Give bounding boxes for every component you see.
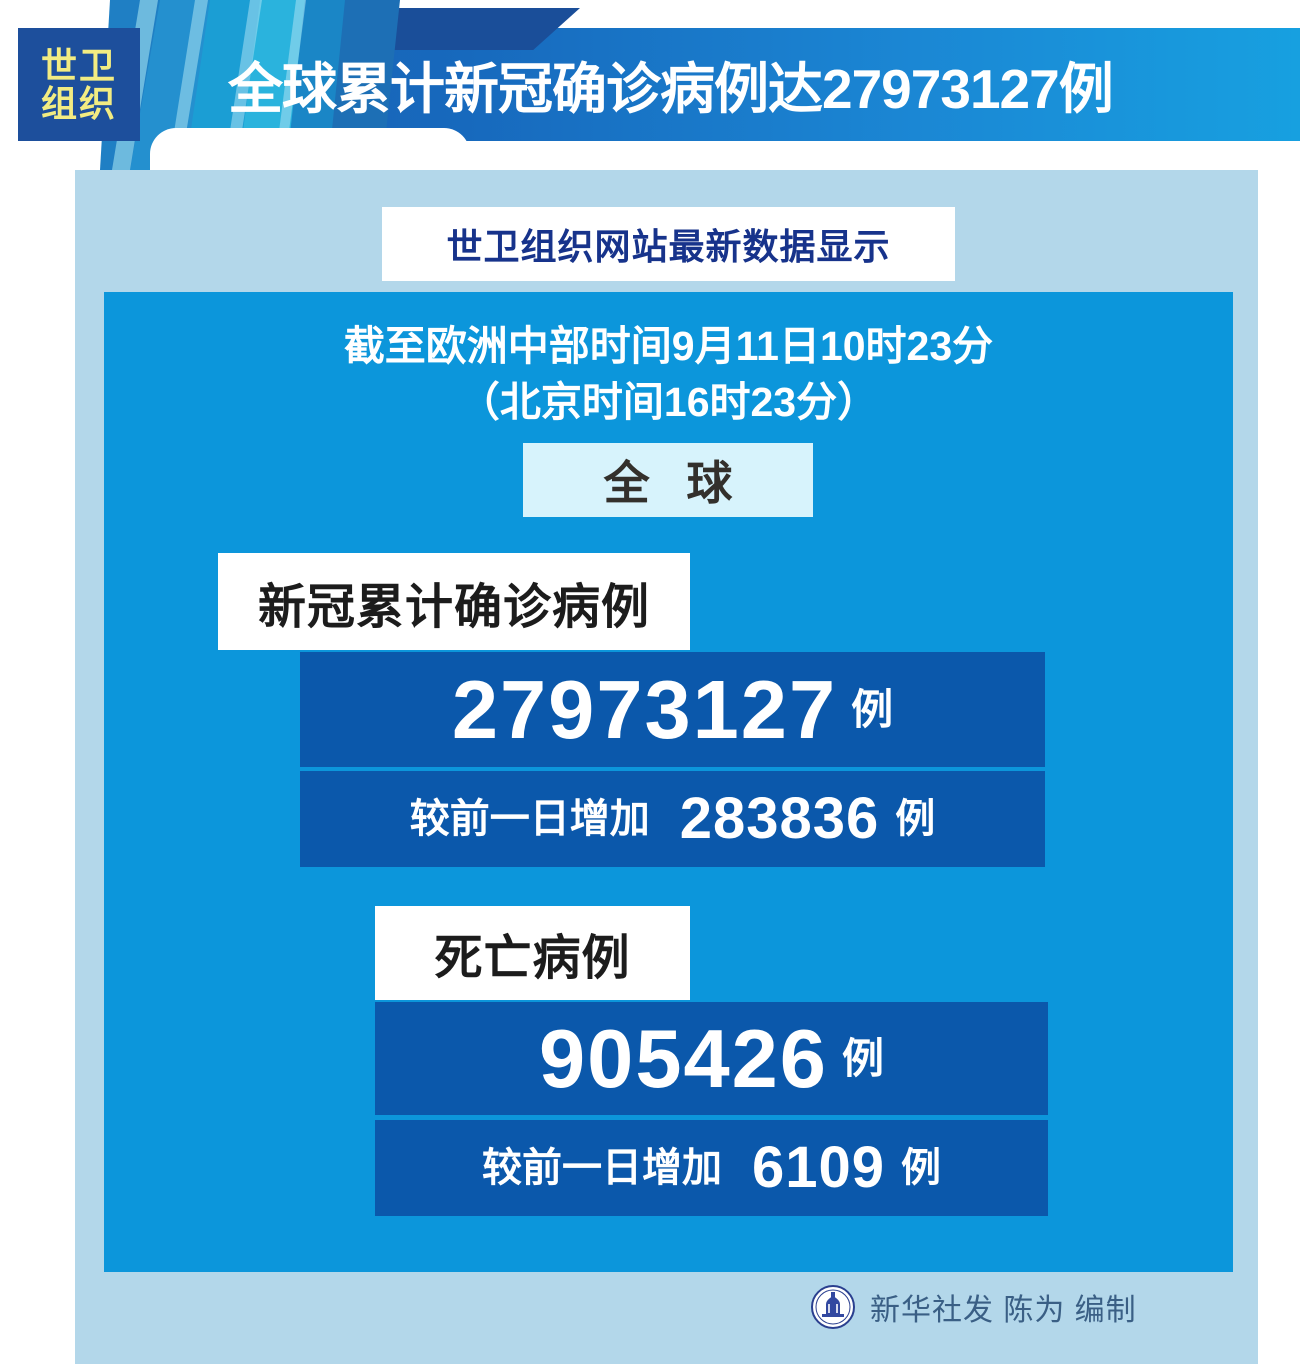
confirmed-cases-label: 新冠累计确诊病例 bbox=[218, 553, 690, 650]
confirmed-cases-total-unit: 例 bbox=[851, 685, 894, 733]
scope-badge: 全 球 bbox=[523, 443, 813, 517]
deaths-total-value: 905426 bbox=[539, 1012, 828, 1105]
confirmed-cases-total-value: 27973127 bbox=[451, 663, 838, 756]
deaths-total-box: 905426 例 bbox=[375, 1002, 1048, 1115]
source-label-text: 世卫组织网站最新数据显示 bbox=[446, 226, 891, 267]
scope-badge-text: 全 球 bbox=[603, 457, 745, 509]
deaths-label-text: 死亡病例 bbox=[434, 932, 631, 985]
confirmed-cases-label-text: 新冠累计确诊病例 bbox=[257, 580, 650, 634]
source-label-box: 世卫组织网站最新数据显示 bbox=[382, 207, 955, 281]
who-logo-badge: 世卫 组织 bbox=[18, 28, 140, 141]
deaths-label: 死亡病例 bbox=[375, 906, 690, 1000]
header-banner: 世卫 组织 全球累计新冠确诊病例达27973127例 bbox=[0, 0, 1300, 170]
page-title: 全球累计新冠确诊病例达27973127例 bbox=[228, 58, 1114, 120]
footer-credit-text: 新华社发 陈为 编制 bbox=[870, 1294, 1137, 1327]
xinhua-logo-icon bbox=[810, 1284, 856, 1330]
confirmed-cases-delta-prefix: 较前一日增加 bbox=[409, 797, 650, 841]
footer-credit: 新华社发 陈为 编制 bbox=[810, 1283, 1137, 1331]
timestamp-block: 截至欧洲中部时间9月11日10时23分 （北京时间16时23分） bbox=[104, 318, 1233, 430]
deaths-delta-value: 6109 bbox=[751, 1135, 886, 1200]
timestamp-line-2: （北京时间16时23分） bbox=[458, 379, 879, 425]
timestamp-line-1: 截至欧洲中部时间9月11日10时23分 bbox=[343, 323, 994, 369]
deaths-delta-unit: 例 bbox=[901, 1146, 942, 1190]
who-badge-line2: 组织 bbox=[40, 82, 117, 124]
confirmed-cases-delta-value: 283836 bbox=[679, 786, 880, 851]
deaths-delta-box: 较前一日增加 6109 例 bbox=[375, 1120, 1048, 1216]
who-badge-line1: 世卫 bbox=[40, 44, 117, 86]
confirmed-cases-delta-box: 较前一日增加 283836 例 bbox=[300, 771, 1045, 867]
confirmed-cases-total-box: 27973127 例 bbox=[300, 652, 1045, 767]
deaths-total-unit: 例 bbox=[841, 1034, 884, 1082]
deaths-delta-prefix: 较前一日增加 bbox=[481, 1146, 722, 1190]
ribbon-bottom-cut bbox=[150, 128, 470, 170]
confirmed-cases-delta-unit: 例 bbox=[895, 797, 936, 841]
